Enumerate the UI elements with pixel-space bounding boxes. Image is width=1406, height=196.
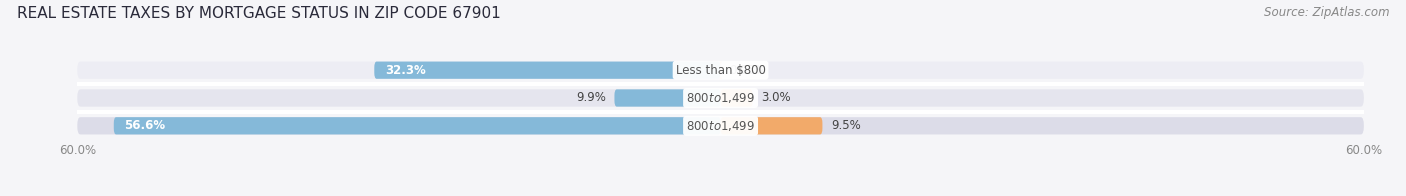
Text: 9.5%: 9.5% bbox=[831, 119, 860, 132]
FancyBboxPatch shape bbox=[614, 89, 721, 107]
FancyBboxPatch shape bbox=[718, 62, 723, 79]
Text: 32.3%: 32.3% bbox=[385, 64, 426, 77]
Text: $800 to $1,499: $800 to $1,499 bbox=[686, 119, 755, 133]
FancyBboxPatch shape bbox=[77, 117, 1364, 134]
Text: 9.9%: 9.9% bbox=[576, 92, 606, 104]
FancyBboxPatch shape bbox=[77, 89, 1364, 107]
FancyBboxPatch shape bbox=[721, 117, 823, 134]
Text: Less than $800: Less than $800 bbox=[676, 64, 765, 77]
Text: 3.0%: 3.0% bbox=[761, 92, 792, 104]
FancyBboxPatch shape bbox=[374, 62, 721, 79]
Text: REAL ESTATE TAXES BY MORTGAGE STATUS IN ZIP CODE 67901: REAL ESTATE TAXES BY MORTGAGE STATUS IN … bbox=[17, 6, 501, 21]
Text: 56.6%: 56.6% bbox=[125, 119, 166, 132]
FancyBboxPatch shape bbox=[77, 62, 1364, 79]
Text: $800 to $1,499: $800 to $1,499 bbox=[686, 91, 755, 105]
Text: 0.05%: 0.05% bbox=[730, 64, 766, 77]
FancyBboxPatch shape bbox=[721, 89, 752, 107]
Text: Source: ZipAtlas.com: Source: ZipAtlas.com bbox=[1264, 6, 1389, 19]
FancyBboxPatch shape bbox=[114, 117, 721, 134]
